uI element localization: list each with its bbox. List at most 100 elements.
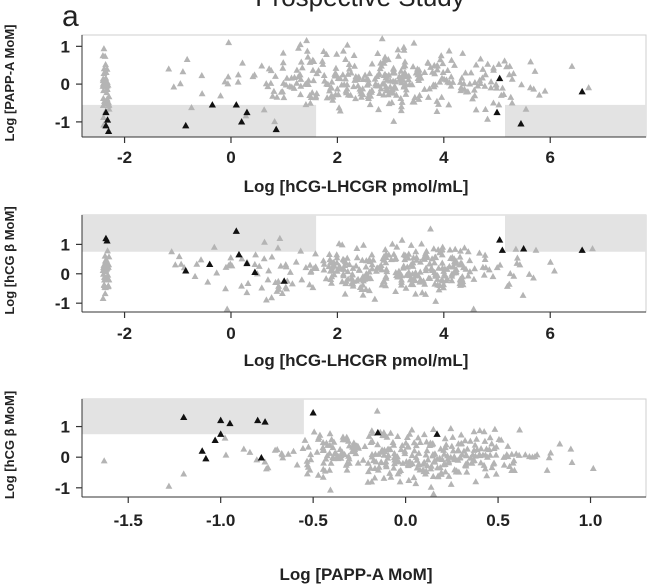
data-point-highlight bbox=[104, 127, 113, 134]
data-point bbox=[488, 463, 496, 471]
data-point bbox=[568, 458, 576, 465]
data-point bbox=[272, 72, 279, 79]
data-point bbox=[371, 474, 379, 481]
data-point bbox=[448, 56, 455, 63]
data-point bbox=[415, 460, 423, 467]
data-point bbox=[392, 91, 400, 98]
data-point bbox=[507, 93, 515, 100]
data-point bbox=[384, 446, 391, 453]
data-point bbox=[355, 444, 362, 451]
data-point bbox=[421, 85, 428, 92]
data-point bbox=[413, 464, 421, 471]
data-point bbox=[447, 480, 455, 487]
data-point bbox=[486, 434, 494, 441]
data-point bbox=[473, 435, 480, 442]
data-point bbox=[454, 456, 462, 463]
x-tick-label: 1.0 bbox=[579, 511, 603, 530]
data-point bbox=[376, 89, 384, 96]
data-point bbox=[368, 453, 376, 460]
data-point bbox=[319, 446, 327, 453]
data-point bbox=[347, 91, 355, 98]
data-point bbox=[516, 261, 524, 268]
data-point bbox=[298, 276, 306, 283]
data-point bbox=[293, 66, 301, 73]
data-point bbox=[368, 429, 376, 436]
data-point bbox=[492, 451, 500, 458]
data-point bbox=[414, 434, 422, 441]
data-point bbox=[466, 256, 474, 264]
data-point bbox=[392, 268, 400, 276]
data-point bbox=[333, 85, 341, 92]
data-point bbox=[427, 225, 434, 232]
data-point bbox=[349, 264, 357, 271]
data-point bbox=[284, 450, 292, 457]
data-point bbox=[399, 459, 407, 466]
data-point bbox=[320, 47, 328, 55]
data-point bbox=[213, 269, 221, 276]
data-point bbox=[306, 261, 314, 268]
data-point-highlight bbox=[217, 416, 225, 424]
data-point-highlight bbox=[102, 108, 110, 116]
data-point bbox=[396, 478, 404, 485]
data-point bbox=[433, 107, 441, 115]
data-point bbox=[310, 264, 318, 271]
data-point bbox=[324, 80, 332, 88]
data-point-highlight bbox=[232, 227, 240, 234]
data-point bbox=[406, 430, 414, 437]
data-point bbox=[320, 71, 328, 78]
data-point bbox=[449, 447, 457, 454]
data-point bbox=[461, 244, 468, 251]
data-point bbox=[459, 49, 467, 56]
data-point bbox=[423, 447, 431, 454]
data-point bbox=[463, 468, 471, 475]
data-point bbox=[433, 66, 441, 73]
data-point bbox=[426, 85, 433, 92]
data-point bbox=[395, 72, 403, 80]
data-point bbox=[370, 456, 377, 464]
data-point bbox=[438, 93, 446, 100]
data-point bbox=[472, 106, 480, 113]
data-point bbox=[457, 87, 465, 94]
data-point bbox=[438, 259, 446, 266]
data-point bbox=[457, 247, 464, 254]
x-tick-label: -0.5 bbox=[298, 511, 327, 530]
data-point bbox=[439, 59, 447, 67]
data-point bbox=[515, 451, 523, 458]
y-tick-label: 1 bbox=[61, 235, 70, 254]
data-point bbox=[513, 254, 521, 261]
data-point-highlight bbox=[102, 121, 110, 129]
data-point bbox=[418, 240, 425, 247]
data-point bbox=[217, 92, 224, 99]
data-point bbox=[445, 459, 453, 466]
data-point bbox=[372, 80, 379, 87]
data-point bbox=[310, 428, 318, 435]
data-point bbox=[246, 448, 254, 455]
data-point bbox=[310, 57, 318, 65]
data-point bbox=[341, 290, 349, 297]
y-tick-label: -1 bbox=[55, 479, 70, 498]
data-point bbox=[547, 258, 554, 265]
data-point bbox=[293, 461, 301, 468]
shaded-region bbox=[82, 215, 317, 252]
data-point bbox=[333, 50, 341, 57]
data-point bbox=[463, 445, 471, 452]
data-point bbox=[471, 265, 479, 272]
data-point bbox=[302, 263, 310, 271]
data-point bbox=[398, 236, 406, 243]
scatter-panel-hcgb-vs-papp: -1.5 -1.0 -0.5 0.0 0.5 1.0 1 0 -1 Log [PAPP-A MoM… bbox=[2, 391, 647, 584]
data-point bbox=[343, 460, 351, 467]
data-point bbox=[471, 79, 479, 86]
data-point-highlight bbox=[208, 101, 216, 108]
data-point bbox=[293, 79, 301, 86]
data-point bbox=[261, 458, 269, 465]
data-point bbox=[426, 260, 433, 267]
x-tick-label: 2 bbox=[333, 324, 342, 343]
data-point bbox=[264, 83, 272, 90]
data-point bbox=[298, 64, 306, 71]
data-point bbox=[508, 99, 516, 106]
data-point bbox=[264, 464, 272, 471]
data-point bbox=[274, 244, 282, 251]
data-point bbox=[100, 457, 108, 464]
data-point bbox=[430, 245, 438, 252]
data-point bbox=[258, 284, 266, 291]
